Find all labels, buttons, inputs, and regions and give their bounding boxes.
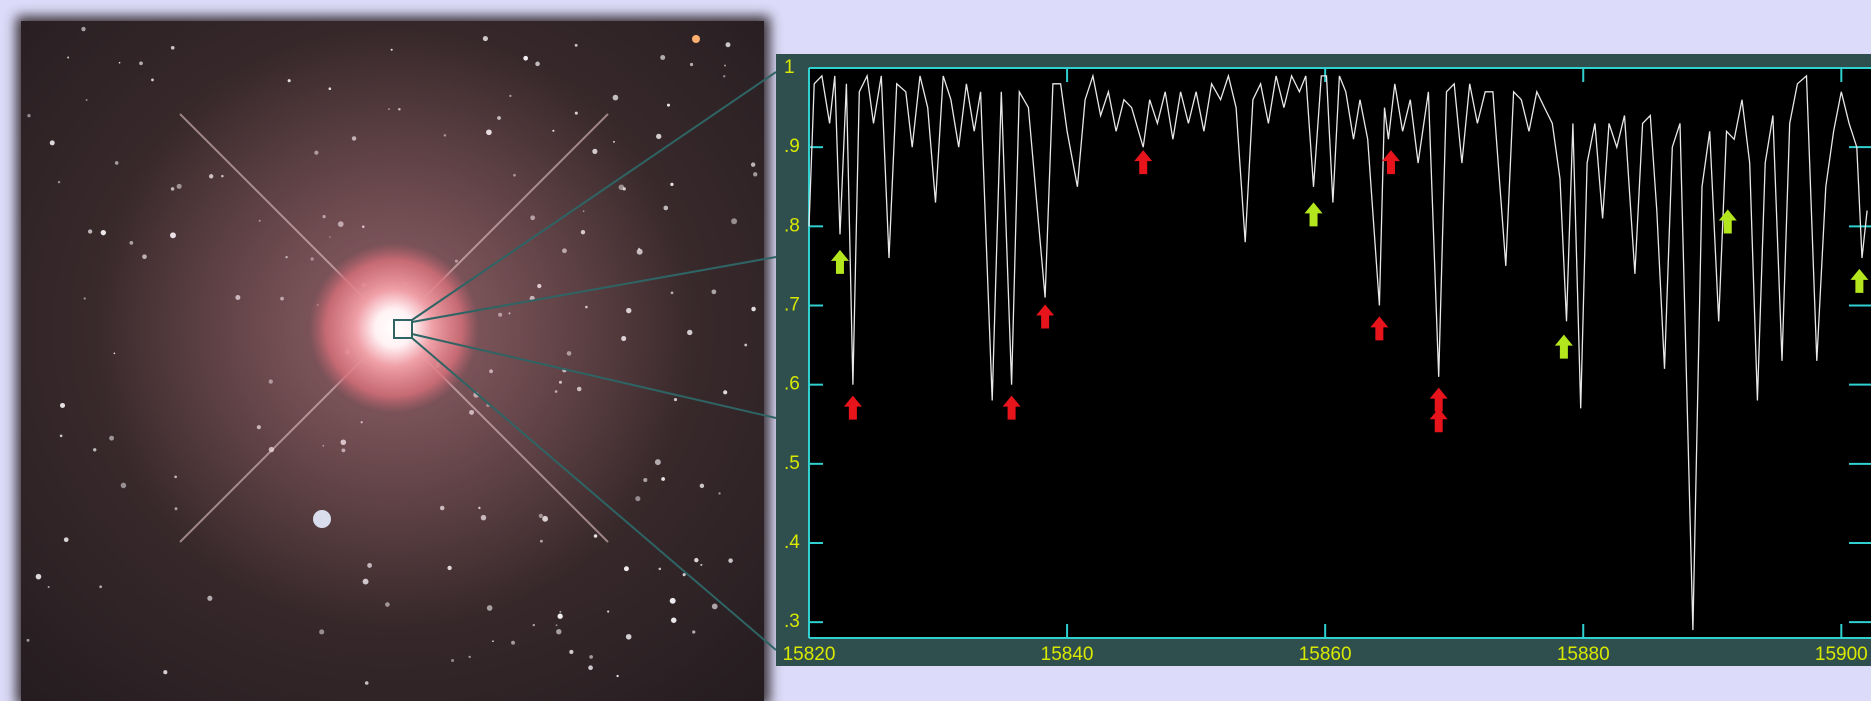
x-tick-label: 15820 xyxy=(783,644,836,665)
star xyxy=(589,655,593,659)
star xyxy=(48,586,50,588)
star xyxy=(616,675,618,677)
star xyxy=(624,566,629,571)
star xyxy=(683,573,686,576)
star xyxy=(556,629,561,634)
y-tick-label: .5 xyxy=(784,453,800,474)
star xyxy=(365,681,369,685)
star xyxy=(559,611,561,613)
star xyxy=(468,656,470,658)
star xyxy=(656,134,661,139)
star xyxy=(700,564,702,566)
star xyxy=(718,492,720,494)
page: .3 .4 .5 .6 .7 .8 .9 1 15820 15840 15860 15880 15900… xyxy=(0,0,1871,701)
star xyxy=(151,79,154,82)
star xyxy=(64,537,69,542)
star xyxy=(692,630,695,633)
orange-star xyxy=(692,35,700,43)
star xyxy=(588,665,593,670)
star xyxy=(723,75,725,77)
x-tick-label: 15900 xyxy=(1815,644,1868,665)
x-tick-label: 15860 xyxy=(1299,644,1352,665)
star xyxy=(667,104,670,107)
star xyxy=(483,36,488,41)
star xyxy=(115,161,119,165)
star xyxy=(27,114,30,117)
star xyxy=(556,624,558,626)
star xyxy=(690,63,693,66)
star xyxy=(694,558,698,562)
star xyxy=(670,598,676,604)
star xyxy=(726,42,731,47)
star xyxy=(207,596,212,601)
y-tick-label: .9 xyxy=(784,136,800,157)
star xyxy=(607,611,609,613)
star xyxy=(728,558,733,563)
star xyxy=(613,95,619,101)
star xyxy=(319,629,324,634)
star xyxy=(712,603,718,609)
star xyxy=(661,477,665,481)
star xyxy=(492,640,494,642)
star xyxy=(119,62,121,64)
star xyxy=(533,624,535,626)
x-tick-label: 15840 xyxy=(1041,644,1094,665)
star xyxy=(511,641,515,645)
star xyxy=(163,670,167,674)
y-tick-label: 1 xyxy=(784,57,795,78)
star xyxy=(659,568,662,571)
star xyxy=(86,99,88,101)
star xyxy=(101,230,106,235)
star xyxy=(139,61,143,65)
y-tick-label: .6 xyxy=(784,374,800,395)
star xyxy=(660,55,665,60)
star xyxy=(27,639,30,642)
star xyxy=(744,344,747,347)
y-tick-label: .8 xyxy=(784,215,800,236)
y-tick-label: .4 xyxy=(784,532,800,553)
y-tick-label: .7 xyxy=(784,295,800,316)
star xyxy=(109,436,114,441)
star xyxy=(50,140,55,145)
star xyxy=(723,390,727,394)
star xyxy=(88,229,92,233)
star xyxy=(569,650,573,654)
x-tick-label: 15880 xyxy=(1557,644,1610,665)
star xyxy=(171,46,175,50)
star xyxy=(58,181,60,183)
star xyxy=(724,65,726,67)
star xyxy=(451,659,454,662)
plot-area xyxy=(809,68,1871,638)
star xyxy=(67,57,69,59)
star xyxy=(751,162,755,166)
star xyxy=(671,617,676,622)
y-tick-label: .3 xyxy=(784,611,800,632)
star xyxy=(93,448,96,451)
star xyxy=(121,483,127,489)
blue-star xyxy=(313,510,331,528)
star xyxy=(753,172,757,176)
star xyxy=(712,289,717,294)
star xyxy=(751,307,756,312)
star xyxy=(60,403,65,408)
star xyxy=(99,585,102,588)
star xyxy=(575,44,578,47)
star xyxy=(84,297,86,299)
star xyxy=(626,634,632,640)
star xyxy=(81,27,85,31)
star xyxy=(60,435,63,438)
star xyxy=(670,183,673,186)
star xyxy=(731,218,737,224)
scene: .3 .4 .5 .6 .7 .8 .9 1 15820 15840 15860 15880 15900 xyxy=(0,0,1871,701)
star xyxy=(557,614,562,619)
star xyxy=(700,484,704,488)
star xyxy=(36,574,42,580)
